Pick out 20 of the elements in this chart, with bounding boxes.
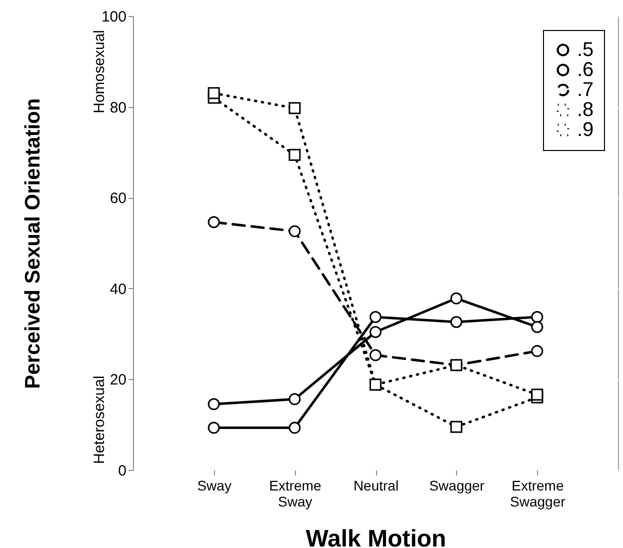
text: Heterosexual [91,376,108,464]
y-tick-label: 40 [110,280,126,298]
y-tick-label: 100 [101,8,126,26]
legend-label: .6 [577,59,594,81]
y-tick-label: 80 [110,99,126,116]
x-axis-title: Walk Motion [306,526,446,548]
x-tick-label: Sway [197,478,232,494]
legend-label: .7 [577,79,594,101]
x-tick-label: Extreme Swagger [510,478,566,510]
x-tick-label: Neutral [353,478,399,494]
y-tick-label: 20 [110,372,126,389]
x-tick-label: Extreme Sway [269,478,322,510]
legend-label: .5 [577,39,594,61]
legend-label: .9 [577,119,594,141]
y-tick-label: 60 [110,190,126,208]
legend-label: .8 [577,99,594,121]
y-axis-title: Perceived Sexual Orientation [21,98,44,389]
x-tick-label: Swagger [429,478,485,494]
text: Homosexual [91,30,108,114]
y-tick-label: 0 [118,462,126,480]
